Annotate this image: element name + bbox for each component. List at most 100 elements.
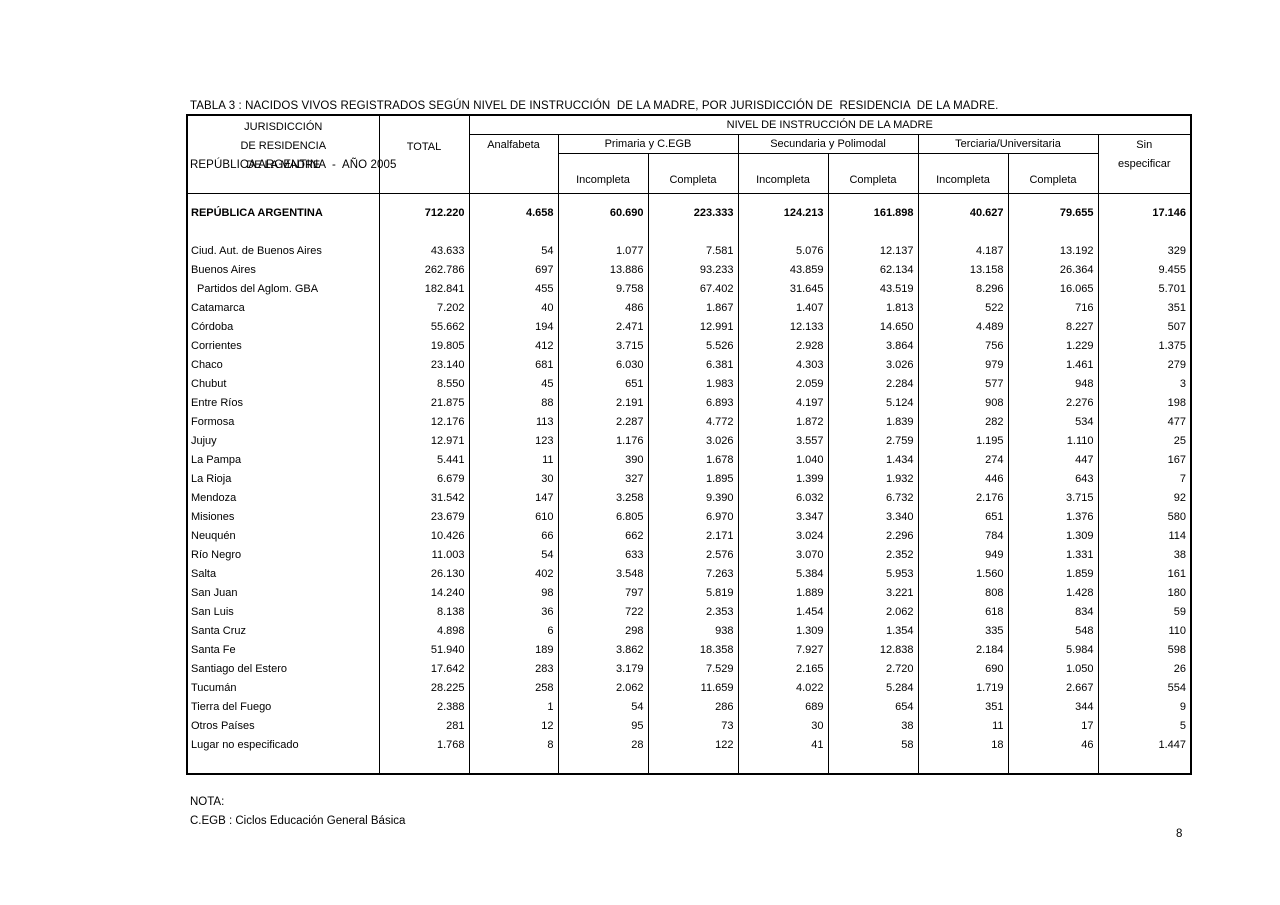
row-label: Tierra del Fuego <box>186 697 380 717</box>
table-row: Buenos Aires 262.786 697 13.886 93.233 43.859… <box>186 260 1192 280</box>
cell-value: 548 <box>1007 621 1099 641</box>
cell-value: 2.184 <box>917 640 1009 660</box>
cell-value: 1.719 <box>917 678 1009 698</box>
cell-value: 651 <box>917 507 1009 527</box>
table-header: JURISDICCIÓN DE RESIDENCIA DE LA MADRE T… <box>186 114 1192 194</box>
cell-value: 447 <box>1007 450 1099 470</box>
cell-value: 8 <box>468 735 559 755</box>
table-row: Tierra del Fuego 2.388 1 54 286 689 654 351 344 9 <box>186 697 1192 717</box>
cell-value: 329 <box>1097 241 1192 261</box>
table-row: Neuquén 10.426 66 662 2.171 3.024 2.296 784 1.30… <box>186 526 1192 546</box>
cell-value: 258 <box>468 678 559 698</box>
cell-value: 223.333 <box>647 203 739 223</box>
cell-value: 446 <box>917 469 1009 489</box>
cell-value: 26.130 <box>378 564 470 584</box>
cell-value: 908 <box>917 393 1009 413</box>
cell-value: 16.065 <box>1007 279 1099 299</box>
cell-value: 5 <box>1097 716 1192 736</box>
cell-value: 327 <box>557 469 649 489</box>
cell-value: 1.399 <box>737 469 829 489</box>
cell-value: 283 <box>468 659 559 679</box>
cell-value: 3.070 <box>737 545 829 565</box>
cell-value: 3.557 <box>737 431 829 451</box>
cell-value: 690 <box>917 659 1009 679</box>
cell-value: 93.233 <box>647 260 739 280</box>
cell-value: 3.862 <box>557 640 649 660</box>
cell-value: 38 <box>827 716 919 736</box>
row-label: Buenos Aires <box>186 260 380 280</box>
cell-value: 1.932 <box>827 469 919 489</box>
cell-value: 1.176 <box>557 431 649 451</box>
table-notes: NOTA: C.EGB : Ciclos Educación General B… <box>190 793 405 830</box>
cell-value: 12.991 <box>647 317 739 337</box>
cell-value: 10.426 <box>378 526 470 546</box>
cell-value: 6.893 <box>647 393 739 413</box>
cell-value: 26.364 <box>1007 260 1099 280</box>
cell-value: 1.454 <box>737 602 829 622</box>
cell-value: 2.171 <box>647 526 739 546</box>
cell-value: 11.003 <box>378 545 470 565</box>
col-header-analfabeta: Analfabeta <box>468 134 559 194</box>
cell-value: 1.309 <box>1007 526 1099 546</box>
cell-value: 1.461 <box>1007 355 1099 375</box>
table-row: Santiago del Estero 17.642 283 3.179 7.529 2.… <box>186 659 1192 679</box>
cell-value: 618 <box>917 602 1009 622</box>
cell-value: 3.221 <box>827 583 919 603</box>
cell-value: 834 <box>1007 602 1099 622</box>
births-by-education-table: JURISDICCIÓN DE RESIDENCIA DE LA MADRE T… <box>186 114 1192 775</box>
spacer-row <box>186 193 1192 204</box>
cell-value: 5.953 <box>827 564 919 584</box>
cell-value: 2.667 <box>1007 678 1099 698</box>
cell-value: 1.077 <box>557 241 649 261</box>
cell-value: 402 <box>468 564 559 584</box>
cell-value: 2.165 <box>737 659 829 679</box>
cell-value: 11 <box>917 716 1009 736</box>
cell-value: 1.376 <box>1007 507 1099 527</box>
row-label: Catamarca <box>186 298 380 318</box>
cell-value: 40 <box>468 298 559 318</box>
cell-value: 651 <box>557 374 649 394</box>
cell-value: 2.059 <box>737 374 829 394</box>
cell-value: 3.715 <box>557 336 649 356</box>
col-header-secundaria-completa: Completa <box>827 153 919 194</box>
cell-value: 2.471 <box>557 317 649 337</box>
col-header-secundaria-incompleta: Incompleta <box>737 153 829 194</box>
cell-value: 689 <box>737 697 829 717</box>
row-label: San Luis <box>186 602 380 622</box>
table-row: Santa Cruz 4.898 6 298 938 1.309 1.354 335 548 11… <box>186 621 1192 641</box>
cell-value: 43.519 <box>827 279 919 299</box>
cell-value: 1.447 <box>1097 735 1192 755</box>
cell-value: 73 <box>647 716 739 736</box>
cell-value: 123 <box>468 431 559 451</box>
table-row: Otros Países 281 12 95 73 30 38 11 17 5 <box>186 716 1192 736</box>
cell-value: 18 <box>917 735 1009 755</box>
col-header-jurisdiction-line2: DE RESIDENCIA <box>240 140 327 152</box>
cell-value: 6.970 <box>647 507 739 527</box>
cell-value: 610 <box>468 507 559 527</box>
cell-value: 5.124 <box>827 393 919 413</box>
cell-value: 938 <box>647 621 739 641</box>
col-header-jurisdiction-line3: DE LA MADRE <box>246 159 321 171</box>
row-label: Formosa <box>186 412 380 432</box>
col-header-total: TOTAL <box>378 114 470 194</box>
cell-value: 4.197 <box>737 393 829 413</box>
cell-value: 298 <box>557 621 649 641</box>
cell-value: 5.441 <box>378 450 470 470</box>
cell-value: 12.137 <box>827 241 919 261</box>
cell-value: 17 <box>1007 716 1099 736</box>
cell-value: 1.309 <box>737 621 829 641</box>
col-header-terciaria-incompleta: Incompleta <box>917 153 1009 194</box>
row-label: Chaco <box>186 355 380 375</box>
cell-value: 18.358 <box>647 640 739 660</box>
row-label: Corrientes <box>186 336 380 356</box>
cell-value: 19.805 <box>378 336 470 356</box>
cell-value: 554 <box>1097 678 1192 698</box>
table-row: Corrientes 19.805 412 3.715 5.526 2.928 3.864 7… <box>186 336 1192 356</box>
cell-value: 1.872 <box>737 412 829 432</box>
cell-value: 1.768 <box>378 735 470 755</box>
cell-value: 1.839 <box>827 412 919 432</box>
cell-value: 180 <box>1097 583 1192 603</box>
spacer-row <box>186 754 1192 774</box>
cell-value: 46 <box>1007 735 1099 755</box>
